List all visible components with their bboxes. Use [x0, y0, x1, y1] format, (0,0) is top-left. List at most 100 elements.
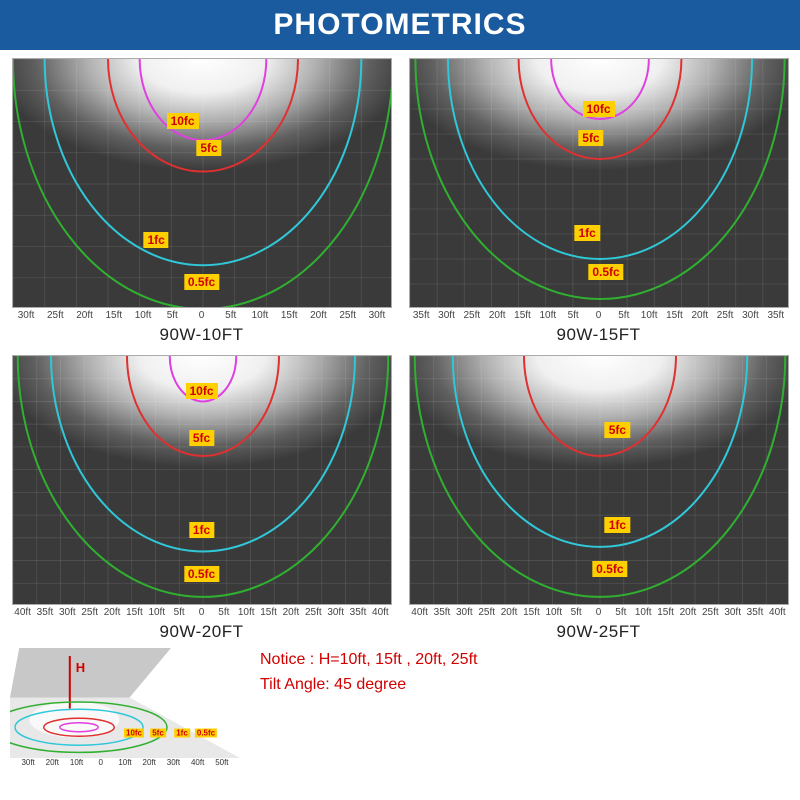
contour-10fc [139, 59, 266, 140]
x-tick: 35ft [431, 607, 453, 618]
persp-xtick: 10ft [113, 758, 137, 767]
x-tick: 15ft [662, 310, 687, 321]
contour-1fc [452, 356, 747, 547]
x-tick: 25ft [476, 607, 498, 618]
panel: 10fc5fc1fc0.5fc5ft10ft15ft20ft25ft30ft35… [405, 58, 792, 345]
x-tick: 20ft [485, 310, 510, 321]
x-tick: 35ft [763, 310, 788, 321]
x-tick: 15ft [123, 607, 145, 618]
bottom-row: H10fc5fc1fc0.5fc30ft20ft10ft010ft20ft30f… [0, 642, 800, 778]
fc-label: 5fc [605, 422, 630, 438]
fc-label: 10fc [582, 101, 614, 117]
fc-label: 1fc [189, 522, 214, 538]
x-tick: 15ft [275, 310, 304, 321]
persp-xtick: 20ft [137, 758, 161, 767]
persp-xtick: 40ft [186, 758, 210, 767]
x-tick: 35ft [744, 607, 766, 618]
x-tick: 10ft [128, 310, 157, 321]
plot-box: 5fc1fc0.5fc5ft10ft15ft20ft25ft30ft35ft40… [409, 355, 789, 605]
x-tick: 30ft [721, 607, 743, 618]
contour-0.5fc [415, 59, 784, 299]
x-tick: 25ft [459, 310, 484, 321]
x-tick: 0 [586, 310, 611, 321]
x-ticks: 40ft35ft30ft25ft20ft15ft10ft5ft05ft10ft1… [12, 607, 392, 618]
plot-box: 10fc5fc1fc0.5fc5ft10ft15ft20ft25ft30ft35… [409, 58, 789, 308]
panel-title: 90W-10FT [160, 325, 244, 345]
x-tick: 5ft [168, 607, 190, 618]
x-ticks: 30ft25ft20ft15ft10ft5ft05ft10ft15ft20ft2… [12, 310, 392, 321]
x-tick: 10ft [235, 607, 257, 618]
header: PHOTOMETRICS [0, 0, 800, 50]
x-tick: 35ft [409, 310, 434, 321]
x-tick: 30ft [453, 607, 475, 618]
contour-1fc [44, 59, 361, 265]
x-tick: 10ft [245, 310, 274, 321]
persp-xticks: 30ft20ft10ft010ft20ft30ft40ft50ft [10, 758, 240, 767]
x-tick: 5ft [213, 607, 235, 618]
contours-svg [13, 59, 392, 308]
persp-xtick: 0 [89, 758, 113, 767]
x-tick: 30ft [362, 310, 391, 321]
x-tick: 30ft [324, 607, 346, 618]
fc-label: 5fc [196, 140, 221, 156]
contour-0.5fc [13, 59, 392, 308]
x-tick: 5ft [565, 607, 587, 618]
persp-fc-label: 1fc [174, 729, 190, 738]
persp-fc-label: 10fc [124, 729, 144, 738]
plot-box: 10fc5fc1fc0.5fc5ft10ft15ft20ft25ft30ft35… [12, 355, 392, 605]
x-tick: 15ft [99, 310, 128, 321]
x-tick: 40ft [369, 607, 391, 618]
x-tick: 10ft [632, 607, 654, 618]
x-ticks: 35ft30ft25ft20ft15ft10ft5ft05ft10ft15ft2… [409, 310, 789, 321]
x-tick: 10ft [636, 310, 661, 321]
persp-fc-label: 5fc [150, 729, 166, 738]
fc-label: 0.5fc [184, 566, 219, 582]
notice-prefix: Notice : [260, 651, 314, 668]
x-tick: 20ft [687, 310, 712, 321]
fc-label: 1fc [143, 232, 168, 248]
x-tick: 0 [587, 607, 609, 618]
persp-xtick: 30ft [16, 758, 40, 767]
x-tick: 40ft [766, 607, 788, 618]
H-label: H [76, 660, 85, 675]
contour-5fc [524, 356, 676, 456]
x-tick: 20ft [304, 310, 333, 321]
x-tick: 30ft [11, 310, 40, 321]
panel-title: 90W-25FT [557, 622, 641, 642]
plot-box: 10fc5fc1fc0.5fc5ft10ft15ft20ft25ft30ft35… [12, 58, 392, 308]
x-tick: 20ft [498, 607, 520, 618]
persp-xtick: 50ft [210, 758, 234, 767]
x-tick: 30ft [738, 310, 763, 321]
x-tick: 20ft [280, 607, 302, 618]
x-tick: 30ft [434, 310, 459, 321]
fc-label: 1fc [605, 517, 630, 533]
x-tick: 5ft [610, 607, 632, 618]
x-tick: 25ft [699, 607, 721, 618]
x-tick: 20ft [70, 310, 99, 321]
panel: 10fc5fc1fc0.5fc5ft10ft15ft20ft25ft30ft35… [8, 58, 395, 345]
x-tick: 10ft [535, 310, 560, 321]
fc-label: 10fc [185, 383, 217, 399]
x-tick: 25ft [712, 310, 737, 321]
x-tick: 0 [187, 310, 216, 321]
fc-label: 1fc [574, 225, 599, 241]
x-tick: 20ft [101, 607, 123, 618]
notice-line1: H=10ft, 15ft , 20ft, 25ft [319, 651, 478, 668]
fc-label: 0.5fc [588, 264, 623, 280]
panel: 10fc5fc1fc0.5fc5ft10ft15ft20ft25ft30ft35… [8, 355, 395, 642]
x-tick: 25ft [41, 310, 70, 321]
x-tick: 5ft [216, 310, 245, 321]
perspective-svg: H [10, 648, 240, 758]
panel: 5fc1fc0.5fc5ft10ft15ft20ft25ft30ft35ft40… [405, 355, 792, 642]
persp-xtick: 30ft [161, 758, 185, 767]
x-tick: 35ft [347, 607, 369, 618]
x-ticks: 40ft35ft30ft25ft20ft15ft10ft5ft05ft10ft1… [409, 607, 789, 618]
x-tick: 5ft [561, 310, 586, 321]
x-tick: 15ft [654, 607, 676, 618]
panel-title: 90W-20FT [160, 622, 244, 642]
x-tick: 15ft [257, 607, 279, 618]
perspective-panel: H10fc5fc1fc0.5fc30ft20ft10ft010ft20ft30f… [10, 648, 240, 778]
x-tick: 5ft [611, 310, 636, 321]
panel-title: 90W-15FT [557, 325, 641, 345]
x-tick: 40ft [408, 607, 430, 618]
